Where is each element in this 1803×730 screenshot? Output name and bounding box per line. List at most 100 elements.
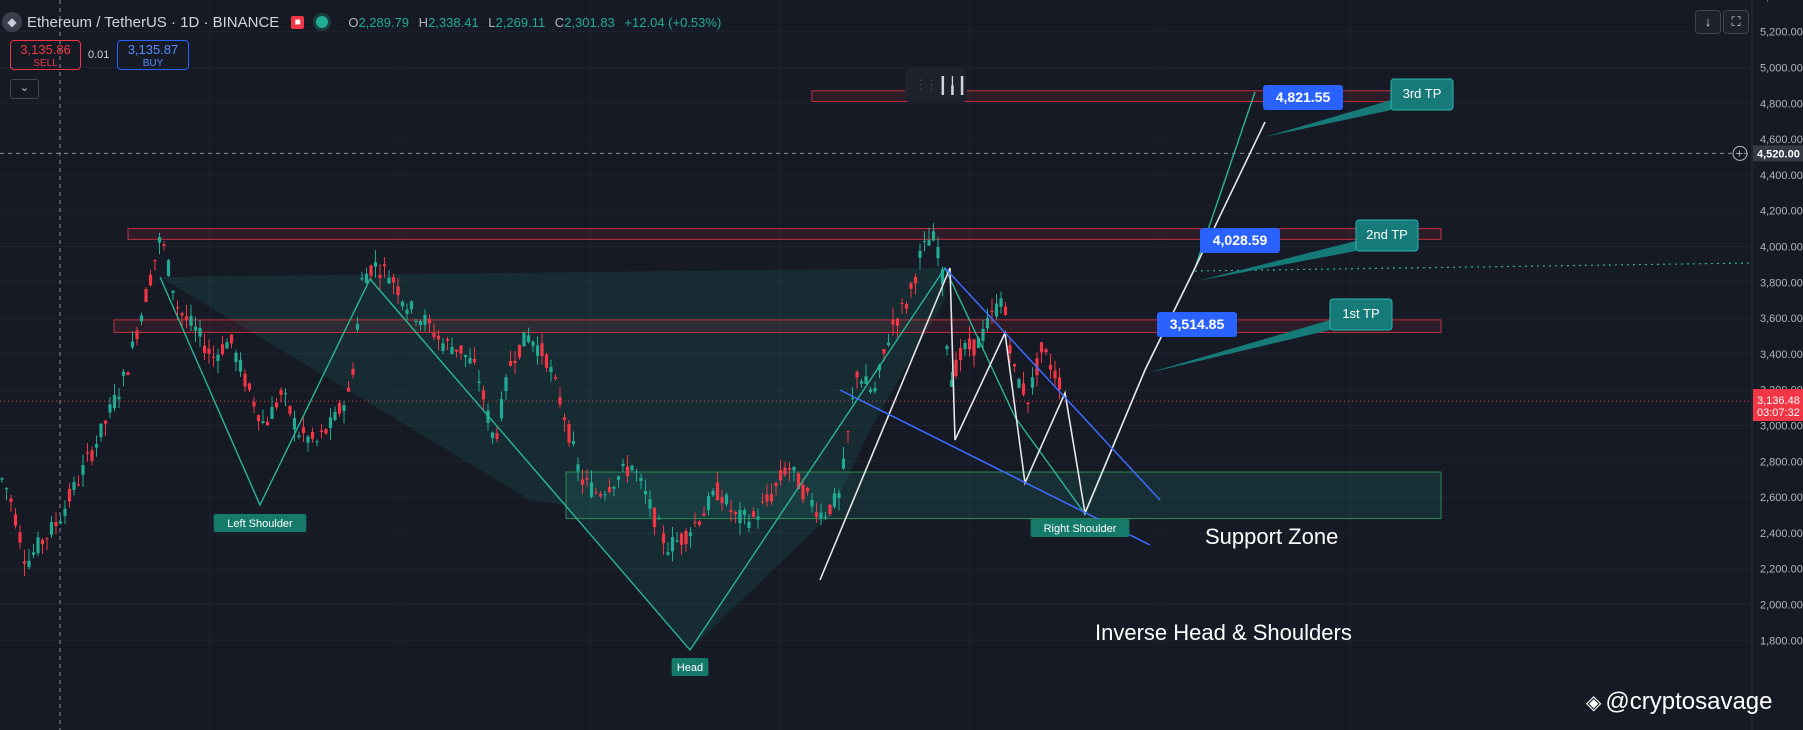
candle-body — [931, 231, 936, 241]
candle-body — [720, 496, 724, 503]
candle-body — [189, 315, 193, 326]
candle-body — [571, 441, 576, 445]
candle-body — [504, 377, 508, 392]
spread-value: 0.01 — [88, 49, 110, 61]
candles-icon[interactable]: ┃╽┃ — [938, 78, 967, 95]
candle-body — [423, 315, 427, 325]
candle-body — [792, 466, 796, 471]
candle-body — [702, 513, 706, 516]
candle-body — [301, 427, 306, 434]
candle-body — [760, 501, 765, 503]
candle-body — [652, 507, 657, 528]
candle-body — [1026, 402, 1030, 405]
candle-body — [679, 533, 684, 545]
candle-body — [558, 396, 562, 405]
sell-button[interactable]: 3,135.86 SELL — [10, 40, 81, 70]
candle-body — [333, 411, 337, 421]
candle-body — [166, 260, 171, 276]
arrow-down-icon[interactable]: ↓ — [1695, 10, 1721, 34]
candle-body — [990, 310, 994, 313]
candle-body — [913, 277, 918, 284]
candle-body — [360, 277, 364, 280]
symbol-title[interactable]: Ethereum / TetherUS · 1D · BINANCE — [27, 13, 280, 31]
candle-body — [616, 476, 621, 480]
pattern-label: Head — [677, 662, 703, 674]
candle-body — [81, 465, 85, 475]
candle-body — [927, 240, 931, 246]
add-alert-icon — [1732, 145, 1748, 161]
candle-body — [211, 356, 216, 358]
candle-body — [270, 406, 274, 419]
candle-body — [27, 560, 31, 568]
candle-body — [441, 343, 445, 351]
candle-body — [612, 486, 616, 489]
sell-price: 3,135.86 — [20, 42, 71, 57]
candle-body — [783, 467, 787, 475]
candle-body — [940, 269, 945, 285]
candle-body — [225, 342, 229, 349]
candle-body — [477, 381, 481, 383]
target-price-bg — [1263, 85, 1343, 110]
candle-body — [99, 423, 103, 438]
candle-body — [625, 466, 630, 476]
pattern-label: Right Shoulder — [1044, 523, 1117, 535]
pattern-label-bg — [671, 658, 709, 676]
candle-body — [643, 490, 648, 495]
buy-label: BUY — [142, 58, 164, 69]
candle-body — [418, 320, 423, 326]
candle-body — [351, 368, 355, 375]
candle-body — [846, 431, 850, 433]
pattern-label: Left Shoulder — [227, 518, 293, 530]
resistance-zone — [127, 228, 1442, 240]
candle-body — [148, 274, 153, 286]
candle-body — [306, 436, 310, 443]
candle-body — [1057, 377, 1062, 390]
candle-body — [999, 298, 1003, 307]
candle-body — [121, 371, 126, 376]
chevron-down-icon[interactable]: ⌄ — [10, 79, 39, 99]
candle-body — [895, 318, 900, 326]
candle-body — [4, 488, 9, 490]
candle-body — [774, 482, 778, 487]
candle-body — [256, 415, 261, 422]
candle-body — [553, 377, 558, 379]
candle-body — [900, 302, 904, 304]
candle-body — [18, 532, 22, 543]
high-value: 2,338.41 — [428, 14, 479, 30]
candle-body — [382, 264, 387, 267]
candle-body — [1003, 306, 1008, 315]
support-zone-label: Support Zone — [1205, 524, 1338, 549]
buy-button[interactable]: 3,135.87 BUY — [117, 40, 189, 70]
target-pointer — [1265, 100, 1391, 137]
candle-body — [94, 444, 99, 448]
target-label-bg — [1329, 298, 1393, 331]
drag-handle-icon[interactable]: ⋮⋮ — [914, 77, 938, 92]
y-tick-label: 2,200.00 — [1760, 564, 1803, 576]
candle-body — [630, 465, 634, 471]
candle-body — [585, 477, 589, 480]
candle-body — [711, 490, 715, 496]
support-zone — [565, 471, 1442, 520]
candle-body — [135, 330, 139, 340]
candle-body — [954, 359, 958, 377]
pattern-label-bg — [213, 514, 307, 532]
candle-body — [1008, 345, 1012, 354]
resistance-zone — [113, 319, 1442, 333]
candle-body — [517, 344, 522, 358]
candle-body — [481, 390, 486, 400]
flag-icon[interactable]: ■ — [291, 15, 305, 29]
floating-toolbar[interactable]: ⋮⋮ ┃╽┃ — [905, 68, 967, 102]
fullscreen-icon[interactable]: ⛶ — [1723, 10, 1749, 34]
candle-body — [463, 354, 468, 358]
candle-body — [540, 343, 544, 357]
candle-body — [855, 371, 859, 378]
candle-body — [508, 361, 513, 366]
target-label-bg — [1355, 219, 1419, 252]
candle-body — [364, 273, 369, 284]
candle-body — [688, 532, 693, 537]
candle-body — [396, 286, 400, 296]
candle-body — [1039, 342, 1044, 353]
candle-body — [90, 450, 94, 461]
candle-body — [216, 354, 220, 361]
